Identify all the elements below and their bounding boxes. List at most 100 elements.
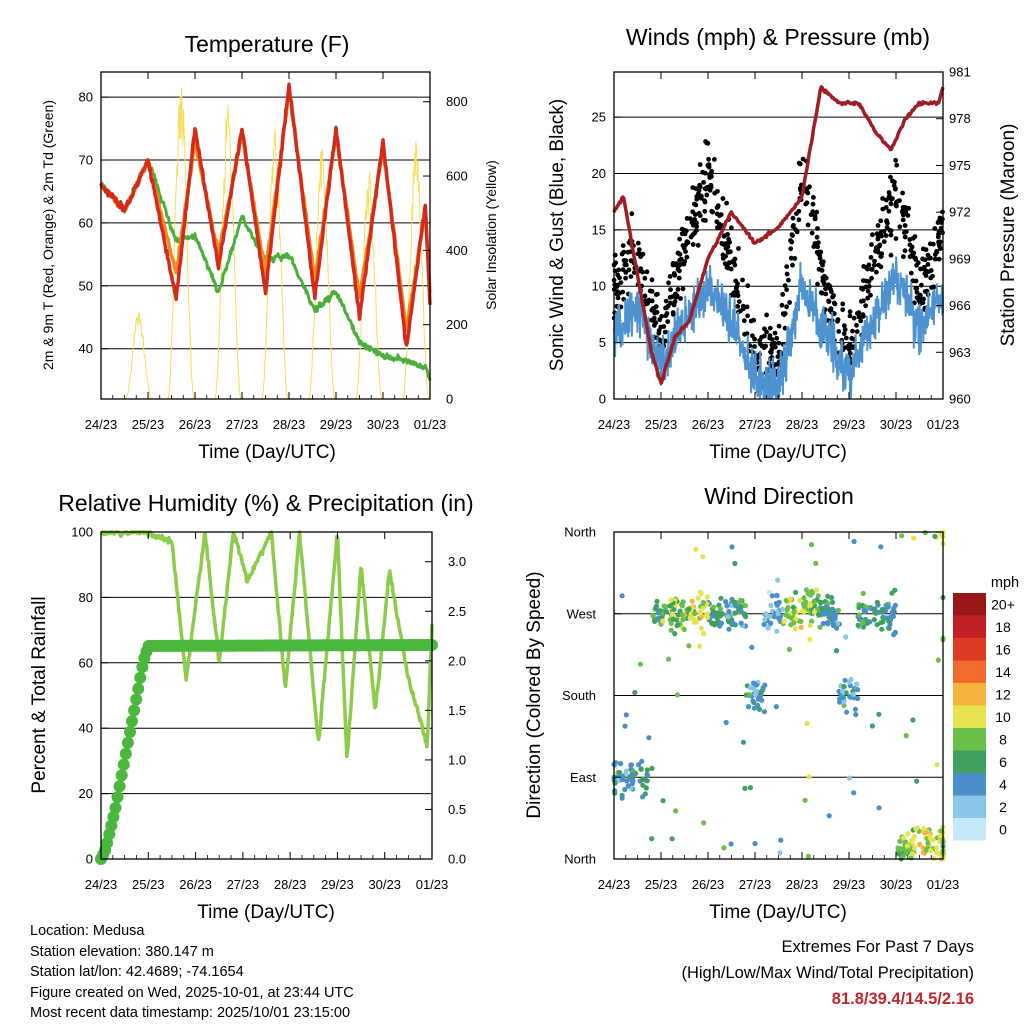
direction-point xyxy=(931,855,937,861)
gust-point xyxy=(847,342,853,347)
gust-point xyxy=(914,285,920,291)
direction-point xyxy=(672,631,678,637)
direction-point xyxy=(813,560,819,567)
gust-point xyxy=(720,252,726,258)
gust-point xyxy=(929,285,934,290)
gust-point xyxy=(822,273,827,279)
gust-point xyxy=(775,354,781,359)
legend-swatch xyxy=(953,773,986,796)
gust-point xyxy=(679,226,685,232)
gust-point xyxy=(870,232,875,238)
winds-title: Winds (mph) & Pressure (mb) xyxy=(626,24,930,50)
direction-point xyxy=(791,609,797,615)
gust-point xyxy=(923,247,929,253)
gust-point xyxy=(653,320,659,326)
direction-point xyxy=(638,766,644,772)
gust-point xyxy=(920,256,925,262)
gust-point xyxy=(680,286,686,292)
gust-point xyxy=(706,156,711,162)
direction-point xyxy=(869,723,876,729)
gust-point xyxy=(878,218,884,224)
direction-point xyxy=(841,683,847,690)
direction-point xyxy=(619,777,626,783)
direction-point xyxy=(855,695,861,702)
temperature-xlabel: Time (Day/UTC) xyxy=(198,442,336,463)
direction-point xyxy=(671,606,677,613)
temperature-xtick-label: 24/23 xyxy=(85,417,118,432)
gust-point xyxy=(683,249,688,255)
gust-point xyxy=(745,283,751,289)
direction-point xyxy=(819,606,825,612)
gust-point xyxy=(727,239,733,245)
direction-point xyxy=(807,636,813,642)
gust-point xyxy=(805,222,811,228)
direction-xtick-label: 30/23 xyxy=(880,877,913,892)
temperature-gridlines xyxy=(101,96,430,350)
gust-point xyxy=(708,184,714,190)
rainfall-point xyxy=(126,715,138,728)
direction-point xyxy=(679,612,685,618)
direction-point xyxy=(693,546,699,552)
direction-point xyxy=(625,783,631,789)
direction-point xyxy=(886,618,892,624)
direction-point xyxy=(612,788,618,794)
direction-point xyxy=(890,611,896,618)
direction-point xyxy=(742,612,748,618)
gust-point xyxy=(910,254,916,259)
gust-point xyxy=(654,309,660,315)
temperature-xtick-label: 30/23 xyxy=(367,417,400,432)
solar-ytick-label: 0 xyxy=(446,392,453,407)
direction-point xyxy=(805,853,812,860)
direction-point xyxy=(668,597,674,603)
humidity-ytick-label: 100 xyxy=(71,525,93,540)
temperature-ytick-label: 40 xyxy=(79,341,93,356)
direction-point xyxy=(674,617,680,623)
direction-point xyxy=(755,702,761,708)
direction-point xyxy=(623,712,629,718)
gust-point xyxy=(740,303,746,309)
direction-title: Wind Direction xyxy=(704,483,854,509)
gust-point xyxy=(826,298,831,304)
gust-point xyxy=(797,161,803,167)
gust-point xyxy=(618,280,624,285)
direction-point xyxy=(900,846,907,852)
direction-point xyxy=(728,841,734,847)
gust-point xyxy=(784,264,790,269)
gust-point xyxy=(615,295,621,301)
direction-point xyxy=(718,595,724,601)
direction-point xyxy=(742,785,748,792)
direction-point xyxy=(713,621,719,627)
gust-point xyxy=(719,240,725,246)
direction-point xyxy=(839,688,846,694)
gust-point xyxy=(782,283,788,288)
gust-point xyxy=(750,333,755,339)
gust-point xyxy=(905,213,911,218)
direction-point xyxy=(807,622,813,629)
direction-point xyxy=(774,628,780,634)
direction-point xyxy=(811,609,818,615)
rainfall-point xyxy=(128,704,141,717)
direction-point xyxy=(854,681,860,687)
gust-point xyxy=(714,219,720,225)
gust-point xyxy=(810,201,816,207)
solar-day-curve xyxy=(167,87,195,400)
gust-point xyxy=(697,184,703,190)
gust-point xyxy=(649,298,655,304)
rainfall-ytick-label: 3.0 xyxy=(448,554,466,569)
gust-point xyxy=(790,233,795,238)
gust-point xyxy=(764,312,769,318)
direction-point xyxy=(841,702,847,709)
gust-point xyxy=(840,301,846,307)
direction-point xyxy=(846,679,853,685)
legend-label: 14 xyxy=(995,664,1011,680)
gust-point xyxy=(816,266,822,272)
gust-point xyxy=(915,260,921,266)
gust-point xyxy=(784,287,789,293)
gust-point xyxy=(690,209,696,215)
direction-point xyxy=(655,610,662,616)
direction-point xyxy=(910,717,916,723)
direction-gridlines xyxy=(614,613,943,778)
direction-point xyxy=(718,620,725,626)
gust-point xyxy=(734,284,739,290)
